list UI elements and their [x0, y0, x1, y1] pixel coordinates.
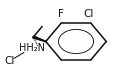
Text: Cl: Cl	[4, 57, 15, 66]
Text: F: F	[58, 9, 64, 19]
Text: Cl: Cl	[84, 9, 94, 19]
Text: HH₂N: HH₂N	[19, 43, 45, 53]
Polygon shape	[33, 36, 46, 42]
